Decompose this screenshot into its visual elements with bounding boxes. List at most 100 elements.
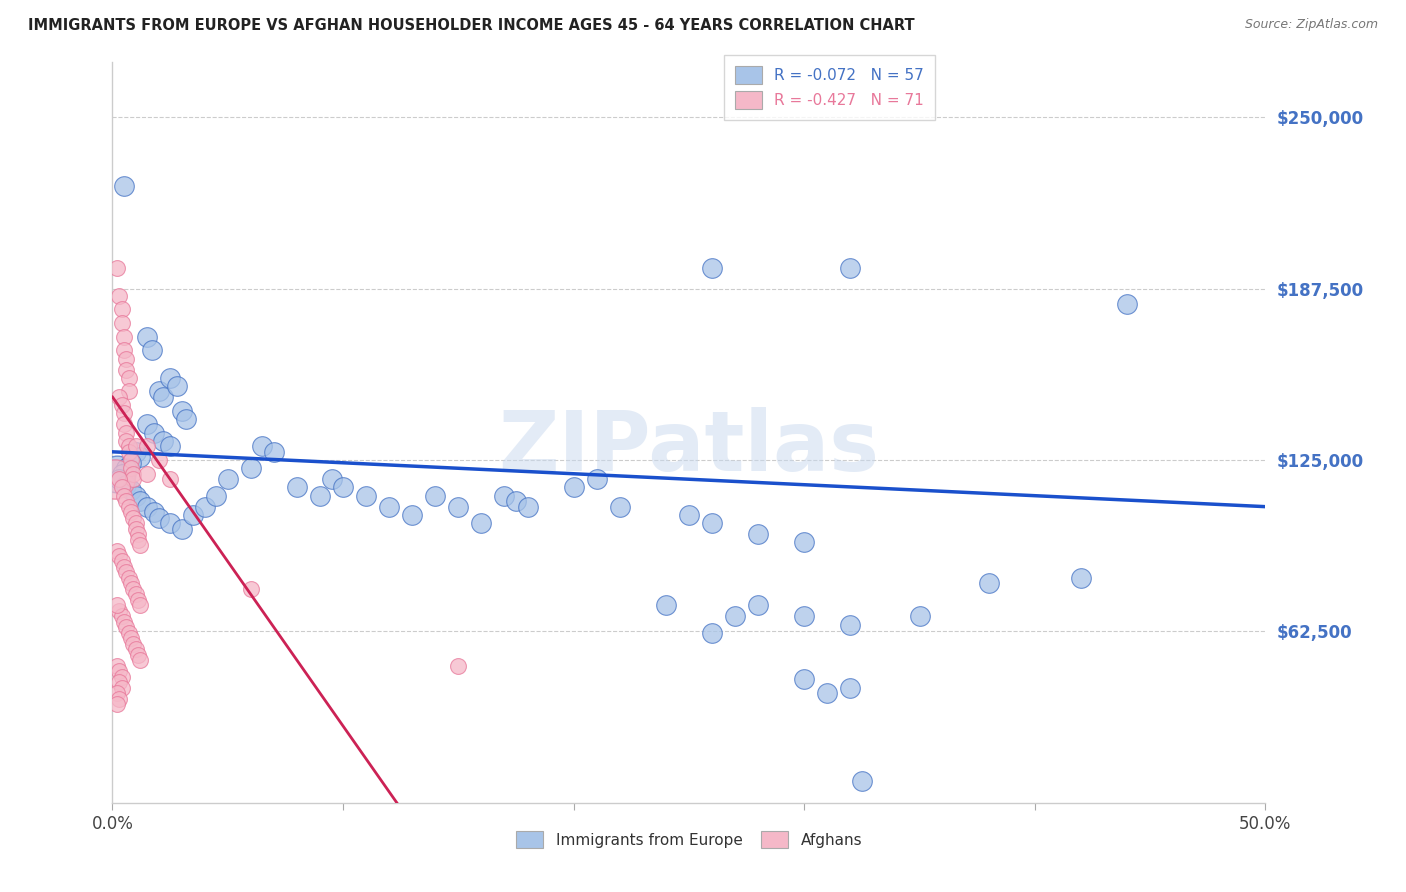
Point [117,500,139,514]
Point [111,467,134,481]
Text: ZIPatlas: ZIPatlas [499,407,879,488]
Point [108,390,131,404]
Point [321,472,343,486]
Point [425,489,447,503]
Point [851,773,873,788]
Point [747,599,769,613]
Point [112,560,135,574]
Point [115,425,138,440]
Point [655,599,678,613]
Point [793,535,815,549]
Point [700,261,723,276]
Point [124,642,146,657]
Point [152,434,174,448]
Point [117,625,139,640]
Point [105,261,128,276]
Point [148,384,170,399]
Point [124,587,146,601]
Point [401,508,423,522]
Point [136,439,159,453]
Point [839,681,862,695]
Point [127,648,149,662]
Point [112,615,135,629]
Point [115,494,138,508]
Point [181,508,204,522]
Point [124,439,146,453]
Point [252,439,274,453]
Point [111,554,134,568]
Point [115,461,138,475]
Point [117,384,139,399]
Point [129,599,152,613]
Point [136,500,159,514]
Point [105,697,128,711]
Point [159,516,181,530]
Point [263,445,285,459]
Point [115,351,138,366]
Point [111,681,134,695]
Point [124,489,146,503]
Point [354,489,377,503]
Point [117,371,139,385]
Point [505,494,527,508]
Point [447,500,470,514]
Point [105,658,128,673]
Point [112,489,135,503]
Point [129,653,152,667]
Point [108,472,131,486]
Point [148,453,170,467]
Point [1070,571,1092,585]
Point [122,637,145,651]
Point [174,412,197,426]
Point [152,390,174,404]
Point [122,582,145,596]
Point [793,673,815,687]
Point [141,343,163,358]
Point [159,371,181,385]
Point [839,261,862,276]
Point [609,500,631,514]
Point [120,453,142,467]
Point [105,686,128,700]
Point [124,522,146,536]
Point [159,472,181,486]
Point [143,425,166,440]
Point [239,461,262,475]
Point [159,439,181,453]
Point [470,516,492,530]
Point [122,467,145,481]
Point [724,609,747,624]
Text: Source: ZipAtlas.com: Source: ZipAtlas.com [1244,18,1378,31]
Point [112,329,135,343]
Point [108,288,131,302]
Point [309,489,332,503]
Point [494,489,516,503]
Point [747,527,769,541]
Point [136,417,159,432]
Point [122,472,145,486]
Point [105,543,128,558]
Point [908,609,931,624]
Point [111,316,134,330]
Point [115,362,138,376]
Point [104,472,127,486]
Point [129,494,152,508]
Text: IMMIGRANTS FROM EUROPE VS AFGHAN HOUSEHOLDER INCOME AGES 45 - 64 YEARS CORRELATI: IMMIGRANTS FROM EUROPE VS AFGHAN HOUSEHO… [28,18,915,33]
Point [120,632,142,646]
Point [120,505,142,519]
Point [148,510,170,524]
Point [129,538,152,552]
Point [1116,297,1139,311]
Point [112,178,135,193]
Point [143,505,166,519]
Point [115,477,138,491]
Point [217,472,239,486]
Point [124,445,146,459]
Point [105,467,128,481]
Point [815,686,838,700]
Point [115,566,138,580]
Point [111,302,134,317]
Point [111,609,134,624]
Point [332,480,354,494]
Legend: Immigrants from Europe, Afghans: Immigrants from Europe, Afghans [510,824,868,855]
